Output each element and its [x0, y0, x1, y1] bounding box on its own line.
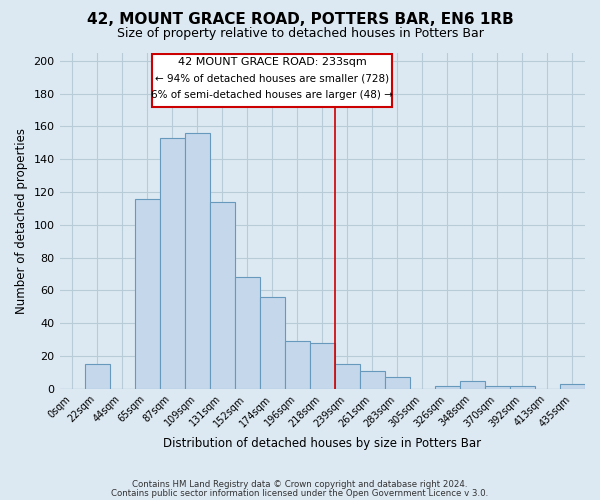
Bar [310, 343, 335, 389]
Bar [385, 378, 410, 389]
Text: ← 94% of detached houses are smaller (728): ← 94% of detached houses are smaller (72… [155, 74, 389, 84]
Bar [260, 297, 285, 389]
Bar [435, 386, 460, 389]
Bar [285, 342, 310, 389]
Bar [510, 386, 535, 389]
Text: 6% of semi-detached houses are larger (48) →: 6% of semi-detached houses are larger (4… [151, 90, 393, 100]
Y-axis label: Number of detached properties: Number of detached properties [15, 128, 28, 314]
Bar [335, 364, 360, 389]
Bar [360, 371, 385, 389]
Text: Size of property relative to detached houses in Potters Bar: Size of property relative to detached ho… [116, 28, 484, 40]
Bar [485, 386, 510, 389]
Bar [235, 278, 260, 389]
Bar [209, 202, 235, 389]
Bar [160, 138, 185, 389]
Bar [460, 380, 485, 389]
Text: 42, MOUNT GRACE ROAD, POTTERS BAR, EN6 1RB: 42, MOUNT GRACE ROAD, POTTERS BAR, EN6 1… [86, 12, 514, 28]
Bar [134, 198, 160, 389]
Text: 42 MOUNT GRACE ROAD: 233sqm: 42 MOUNT GRACE ROAD: 233sqm [178, 58, 367, 68]
FancyBboxPatch shape [152, 54, 392, 106]
Bar [560, 384, 585, 389]
Bar [85, 364, 110, 389]
Bar [185, 133, 209, 389]
Text: Contains HM Land Registry data © Crown copyright and database right 2024.: Contains HM Land Registry data © Crown c… [132, 480, 468, 489]
Text: Contains public sector information licensed under the Open Government Licence v : Contains public sector information licen… [112, 488, 488, 498]
X-axis label: Distribution of detached houses by size in Potters Bar: Distribution of detached houses by size … [163, 437, 481, 450]
